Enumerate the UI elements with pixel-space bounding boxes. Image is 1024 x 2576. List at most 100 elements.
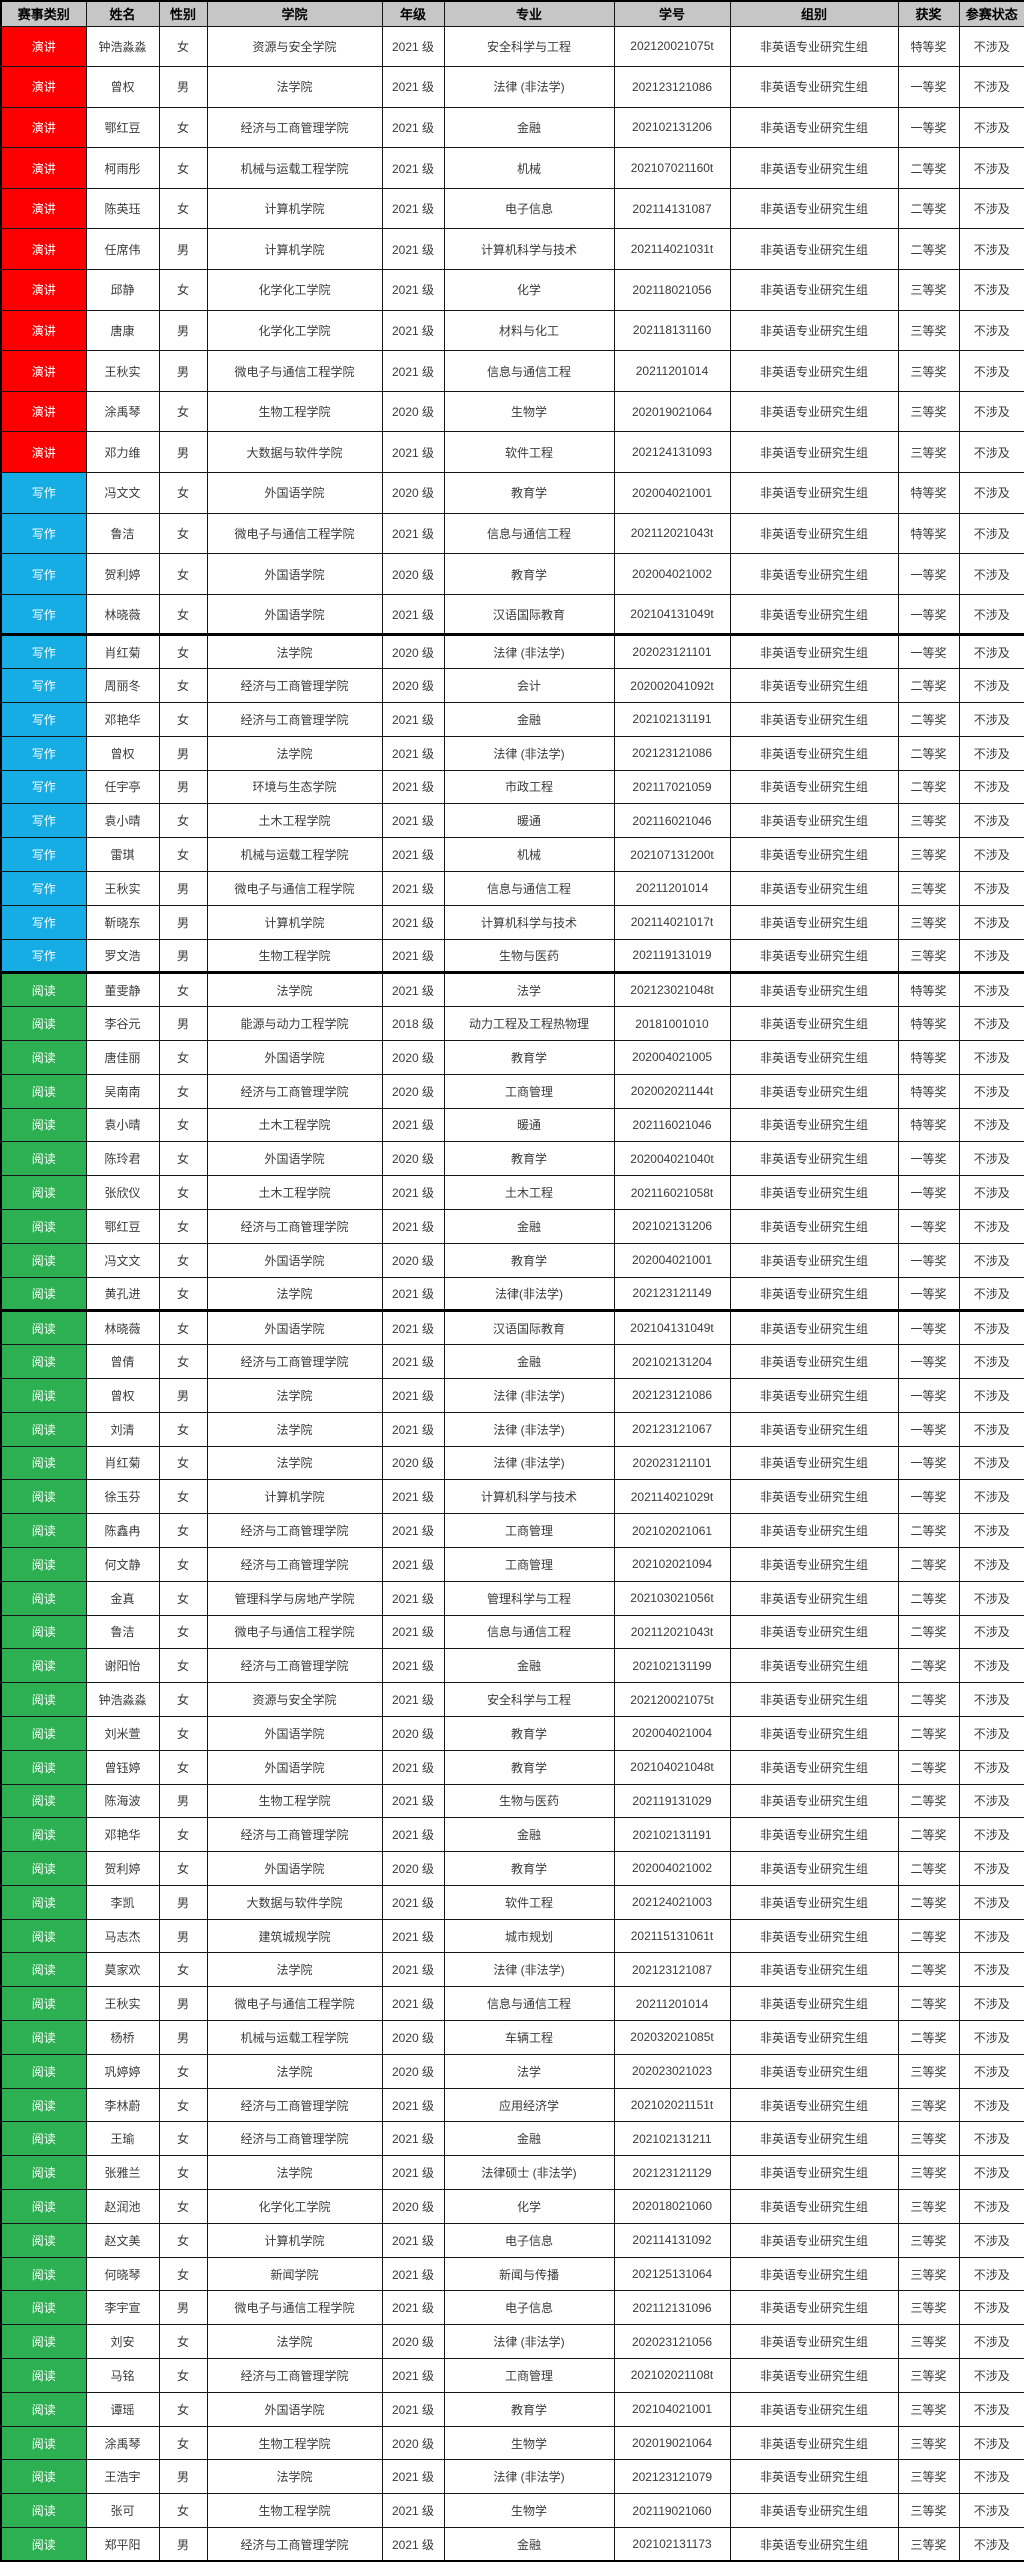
cell-grade: 2021 级 <box>381 2358 445 2393</box>
cell-grade: 2021 级 <box>381 1479 445 1515</box>
cell-major: 信息与通信工程 <box>443 870 615 906</box>
cell-gender: 女 <box>158 972 208 1008</box>
cell-category: 阅读 <box>0 1445 87 1481</box>
cell-award: 二等奖 <box>897 735 960 771</box>
cell-group: 非英语专业研究生组 <box>729 431 899 474</box>
cell-major: 机械 <box>443 837 615 872</box>
cell-college: 法学院 <box>206 2459 383 2495</box>
cell-status: 不涉及 <box>958 1039 1024 1075</box>
cell-award: 三等奖 <box>897 2527 960 2562</box>
table-row: 写作 鲁洁女微电子与通信工程学院 2021 级信息与通信工程 202112021043… <box>0 512 1024 555</box>
cell-category: 阅读 <box>0 2053 87 2089</box>
cell-group: 非英语专业研究生组 <box>729 1851 899 1886</box>
cell-category: 演讲 <box>0 66 87 108</box>
cell-gender: 女 <box>158 702 208 737</box>
cell-group: 非英语专业研究生组 <box>729 2391 899 2427</box>
cell-group: 非英语专业研究生组 <box>729 147 899 189</box>
cell-major: 法律 (非法学) <box>443 2324 615 2360</box>
cell-gender: 女 <box>158 1411 208 1447</box>
cell-group: 非英语专业研究生组 <box>729 1749 899 1785</box>
cell-award: 特等奖 <box>897 972 960 1008</box>
cell-gender: 女 <box>158 1648 208 1684</box>
cell-college: 经济与工商管理学院 <box>206 1073 383 1109</box>
cell-college: 新闻学院 <box>206 2256 383 2292</box>
cell-name: 陈海波 <box>85 1783 160 1819</box>
col-header-status: 参赛状态 <box>958 0 1024 27</box>
cell-college: 化学化工学院 <box>206 309 383 352</box>
cell-major: 教育学 <box>443 553 615 595</box>
cell-status: 不涉及 <box>958 472 1024 514</box>
cell-student-id: 202123121086 <box>613 1377 731 1413</box>
table-row: 写作 贺利婷女外国语学院 2020 级教育学 202004021002 非英语专业研究生… <box>0 553 1024 595</box>
cell-status: 不涉及 <box>958 350 1024 392</box>
cell-grade: 2021 级 <box>381 1986 445 2022</box>
cell-award: 二等奖 <box>897 702 960 737</box>
cell-student-id: 202124021003 <box>613 1884 731 1920</box>
cell-name: 李宇宣 <box>85 2290 160 2326</box>
cell-major: 信息与通信工程 <box>443 1986 615 2022</box>
cell-college: 经济与工商管理学院 <box>206 1344 383 1379</box>
cell-category: 演讲 <box>0 269 87 311</box>
cell-group: 非英语专业研究生组 <box>729 634 899 670</box>
cell-status: 不涉及 <box>958 1175 1024 1210</box>
cell-gender: 男 <box>158 904 208 940</box>
cell-student-id: 202112131096 <box>613 2290 731 2326</box>
cell-status: 不涉及 <box>958 1073 1024 1109</box>
table-row: 阅读 邓艳华女经济与工商管理学院 2021 级金融 202102131191 非英语专业… <box>0 1817 1024 1853</box>
cell-gender: 男 <box>158 1377 208 1413</box>
cell-gender: 男 <box>158 1986 208 2022</box>
cell-group: 非英语专业研究生组 <box>729 2358 899 2393</box>
cell-award: 三等奖 <box>897 2087 960 2123</box>
cell-award: 二等奖 <box>897 1614 960 1650</box>
cell-status: 不涉及 <box>958 228 1024 271</box>
cell-gender: 女 <box>158 187 208 230</box>
cell-status: 不涉及 <box>958 2256 1024 2292</box>
cell-group: 非英语专业研究生组 <box>729 2324 899 2360</box>
table-row: 演讲 任席伟男计算机学院 2021 级计算机科学与技术 202114021031t 非英… <box>0 228 1024 271</box>
cell-name: 曾钰婷 <box>85 1749 160 1785</box>
cell-award: 三等奖 <box>897 803 960 839</box>
cell-college: 土木工程学院 <box>206 1175 383 1210</box>
cell-major: 教育学 <box>443 1851 615 1886</box>
cell-student-id: 202123121149 <box>613 1276 731 1313</box>
cell-grade: 2021 级 <box>381 1648 445 1684</box>
cell-grade: 2021 级 <box>381 2087 445 2123</box>
cell-group: 非英语专业研究生组 <box>729 25 899 68</box>
cell-major: 工商管理 <box>443 2358 615 2393</box>
cell-grade: 2021 级 <box>381 309 445 352</box>
cell-college: 环境与生态学院 <box>206 769 383 805</box>
cell-grade: 2021 级 <box>381 735 445 771</box>
cell-award: 三等奖 <box>897 2222 960 2258</box>
cell-gender: 女 <box>158 634 208 670</box>
cell-award: 二等奖 <box>897 1580 960 1616</box>
cell-name: 刘清 <box>85 1411 160 1447</box>
cell-status: 不涉及 <box>958 904 1024 940</box>
table-row: 阅读 郑平阳男经济与工商管理学院 2021 级金融 202102131173 非英语专业… <box>0 2527 1024 2562</box>
cell-major: 城市规划 <box>443 1918 615 1954</box>
cell-name: 贺利婷 <box>85 553 160 595</box>
cell-major: 信息与通信工程 <box>443 1614 615 1650</box>
cell-gender: 男 <box>158 431 208 474</box>
cell-group: 非英语专业研究生组 <box>729 1107 899 1143</box>
cell-major: 化学 <box>443 269 615 311</box>
cell-group: 非英语专业研究生组 <box>729 1242 899 1278</box>
cell-category: 写作 <box>0 803 87 839</box>
cell-group: 非英语专业研究生组 <box>729 1310 899 1346</box>
cell-college: 计算机学院 <box>206 228 383 271</box>
cell-award: 一等奖 <box>897 634 960 670</box>
cell-award: 三等奖 <box>897 904 960 940</box>
cell-category: 阅读 <box>0 2527 87 2562</box>
col-header-group: 组别 <box>729 0 899 27</box>
table-row: 写作 肖红菊女法学院 2020 级法律 (非法学) 202023121101 非英语专业… <box>0 634 1024 670</box>
cell-name: 唐佳丽 <box>85 1039 160 1075</box>
cell-status: 不涉及 <box>958 769 1024 805</box>
cell-gender: 女 <box>158 1276 208 1313</box>
cell-grade: 2021 级 <box>381 1952 445 1988</box>
table-row: 阅读 涂禹琴女生物工程学院 2020 级生物学 202019021064 非英语专业研究… <box>0 2425 1024 2461</box>
cell-award: 三等奖 <box>897 2425 960 2461</box>
cell-category: 阅读 <box>0 1952 87 1988</box>
table-row: 阅读 莫家欢女法学院 2021 级法律 (非法学) 202123121087 非英语专业… <box>0 1952 1024 1988</box>
cell-group: 非英语专业研究生组 <box>729 472 899 514</box>
cell-gender: 女 <box>158 2358 208 2393</box>
cell-grade: 2018 级 <box>381 1006 445 1041</box>
